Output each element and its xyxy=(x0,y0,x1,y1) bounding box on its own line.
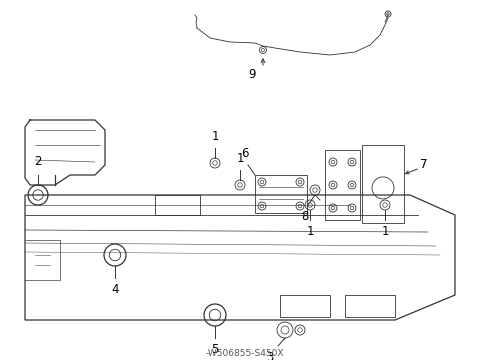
Text: 7: 7 xyxy=(420,158,427,171)
Text: 4: 4 xyxy=(111,283,119,296)
Text: 1: 1 xyxy=(236,152,244,165)
Bar xyxy=(255,175,307,213)
Text: -W506855-S450X: -W506855-S450X xyxy=(206,349,284,358)
Text: 8: 8 xyxy=(301,210,309,223)
Text: 1: 1 xyxy=(306,225,314,238)
Text: 2: 2 xyxy=(34,155,42,168)
Text: 1: 1 xyxy=(381,225,389,238)
Text: 3: 3 xyxy=(266,351,274,360)
Text: 5: 5 xyxy=(211,343,219,356)
Text: 6: 6 xyxy=(241,147,249,160)
Text: 9: 9 xyxy=(248,68,256,81)
Bar xyxy=(280,295,330,317)
Bar xyxy=(345,295,395,317)
Bar xyxy=(362,145,404,223)
Bar xyxy=(325,150,360,220)
Text: 1: 1 xyxy=(211,130,219,143)
